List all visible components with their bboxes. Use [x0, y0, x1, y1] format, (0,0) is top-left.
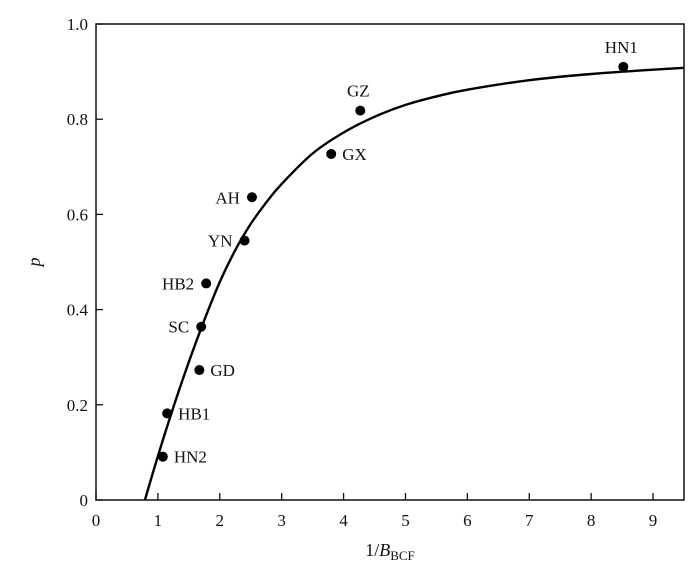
x-axis-title: 1/BBCF	[365, 540, 415, 563]
point-label-ah: AH	[215, 188, 240, 207]
x-tick-label: 7	[525, 511, 534, 530]
data-point-sc	[196, 321, 207, 332]
y-tick-label: 0	[80, 491, 89, 510]
point-label-gd: GD	[210, 361, 235, 380]
point-label-gx: GX	[342, 145, 367, 164]
data-point-hb1	[162, 408, 173, 419]
x-tick-label: 0	[92, 511, 101, 530]
data-points: HN1 GZ GX AH YN HB2 SC GD HB1 HN2	[157, 38, 638, 467]
data-point-gx	[326, 148, 337, 159]
data-point-hn1	[618, 61, 629, 72]
x-axis-ticks: 0 1 2 3 4 5 6 7 8 9	[92, 493, 658, 530]
x-tick-label: 6	[463, 511, 472, 530]
fit-curve	[143, 66, 685, 501]
point-label-hn1: HN1	[605, 38, 638, 57]
x-tick-label: 3	[277, 511, 286, 530]
x-tick-label: 5	[401, 511, 410, 530]
x-tick-label: 9	[649, 511, 658, 530]
point-label-yn: YN	[208, 232, 233, 251]
data-point-yn	[239, 235, 250, 246]
x-tick-label: 8	[587, 511, 596, 530]
data-point-gz	[355, 105, 366, 116]
point-label-hb1: HB1	[178, 404, 210, 423]
x-tick-label: 4	[339, 511, 348, 530]
y-tick-label: 1.0	[67, 15, 88, 34]
y-tick-label: 0.8	[67, 110, 88, 129]
point-label-hn2: HN2	[174, 448, 207, 467]
point-label-gz: GZ	[347, 82, 370, 101]
y-axis-title: p	[24, 258, 44, 269]
y-axis-ticks: 0 0.2 0.4 0.6 0.8 1.0	[67, 15, 103, 510]
y-tick-label: 0.2	[67, 396, 88, 415]
y-tick-label: 0.4	[67, 301, 89, 320]
data-point-ah	[246, 192, 257, 203]
plot-frame	[95, 23, 685, 501]
data-point-hn2	[157, 451, 168, 462]
data-point-gd	[194, 365, 205, 376]
point-label-sc: SC	[168, 318, 189, 337]
x-tick-label: 2	[216, 511, 225, 530]
x-tick-label: 1	[154, 511, 163, 530]
point-label-hb2: HB2	[162, 274, 194, 293]
y-tick-label: 0.6	[67, 205, 88, 224]
data-point-hb2	[201, 278, 212, 289]
